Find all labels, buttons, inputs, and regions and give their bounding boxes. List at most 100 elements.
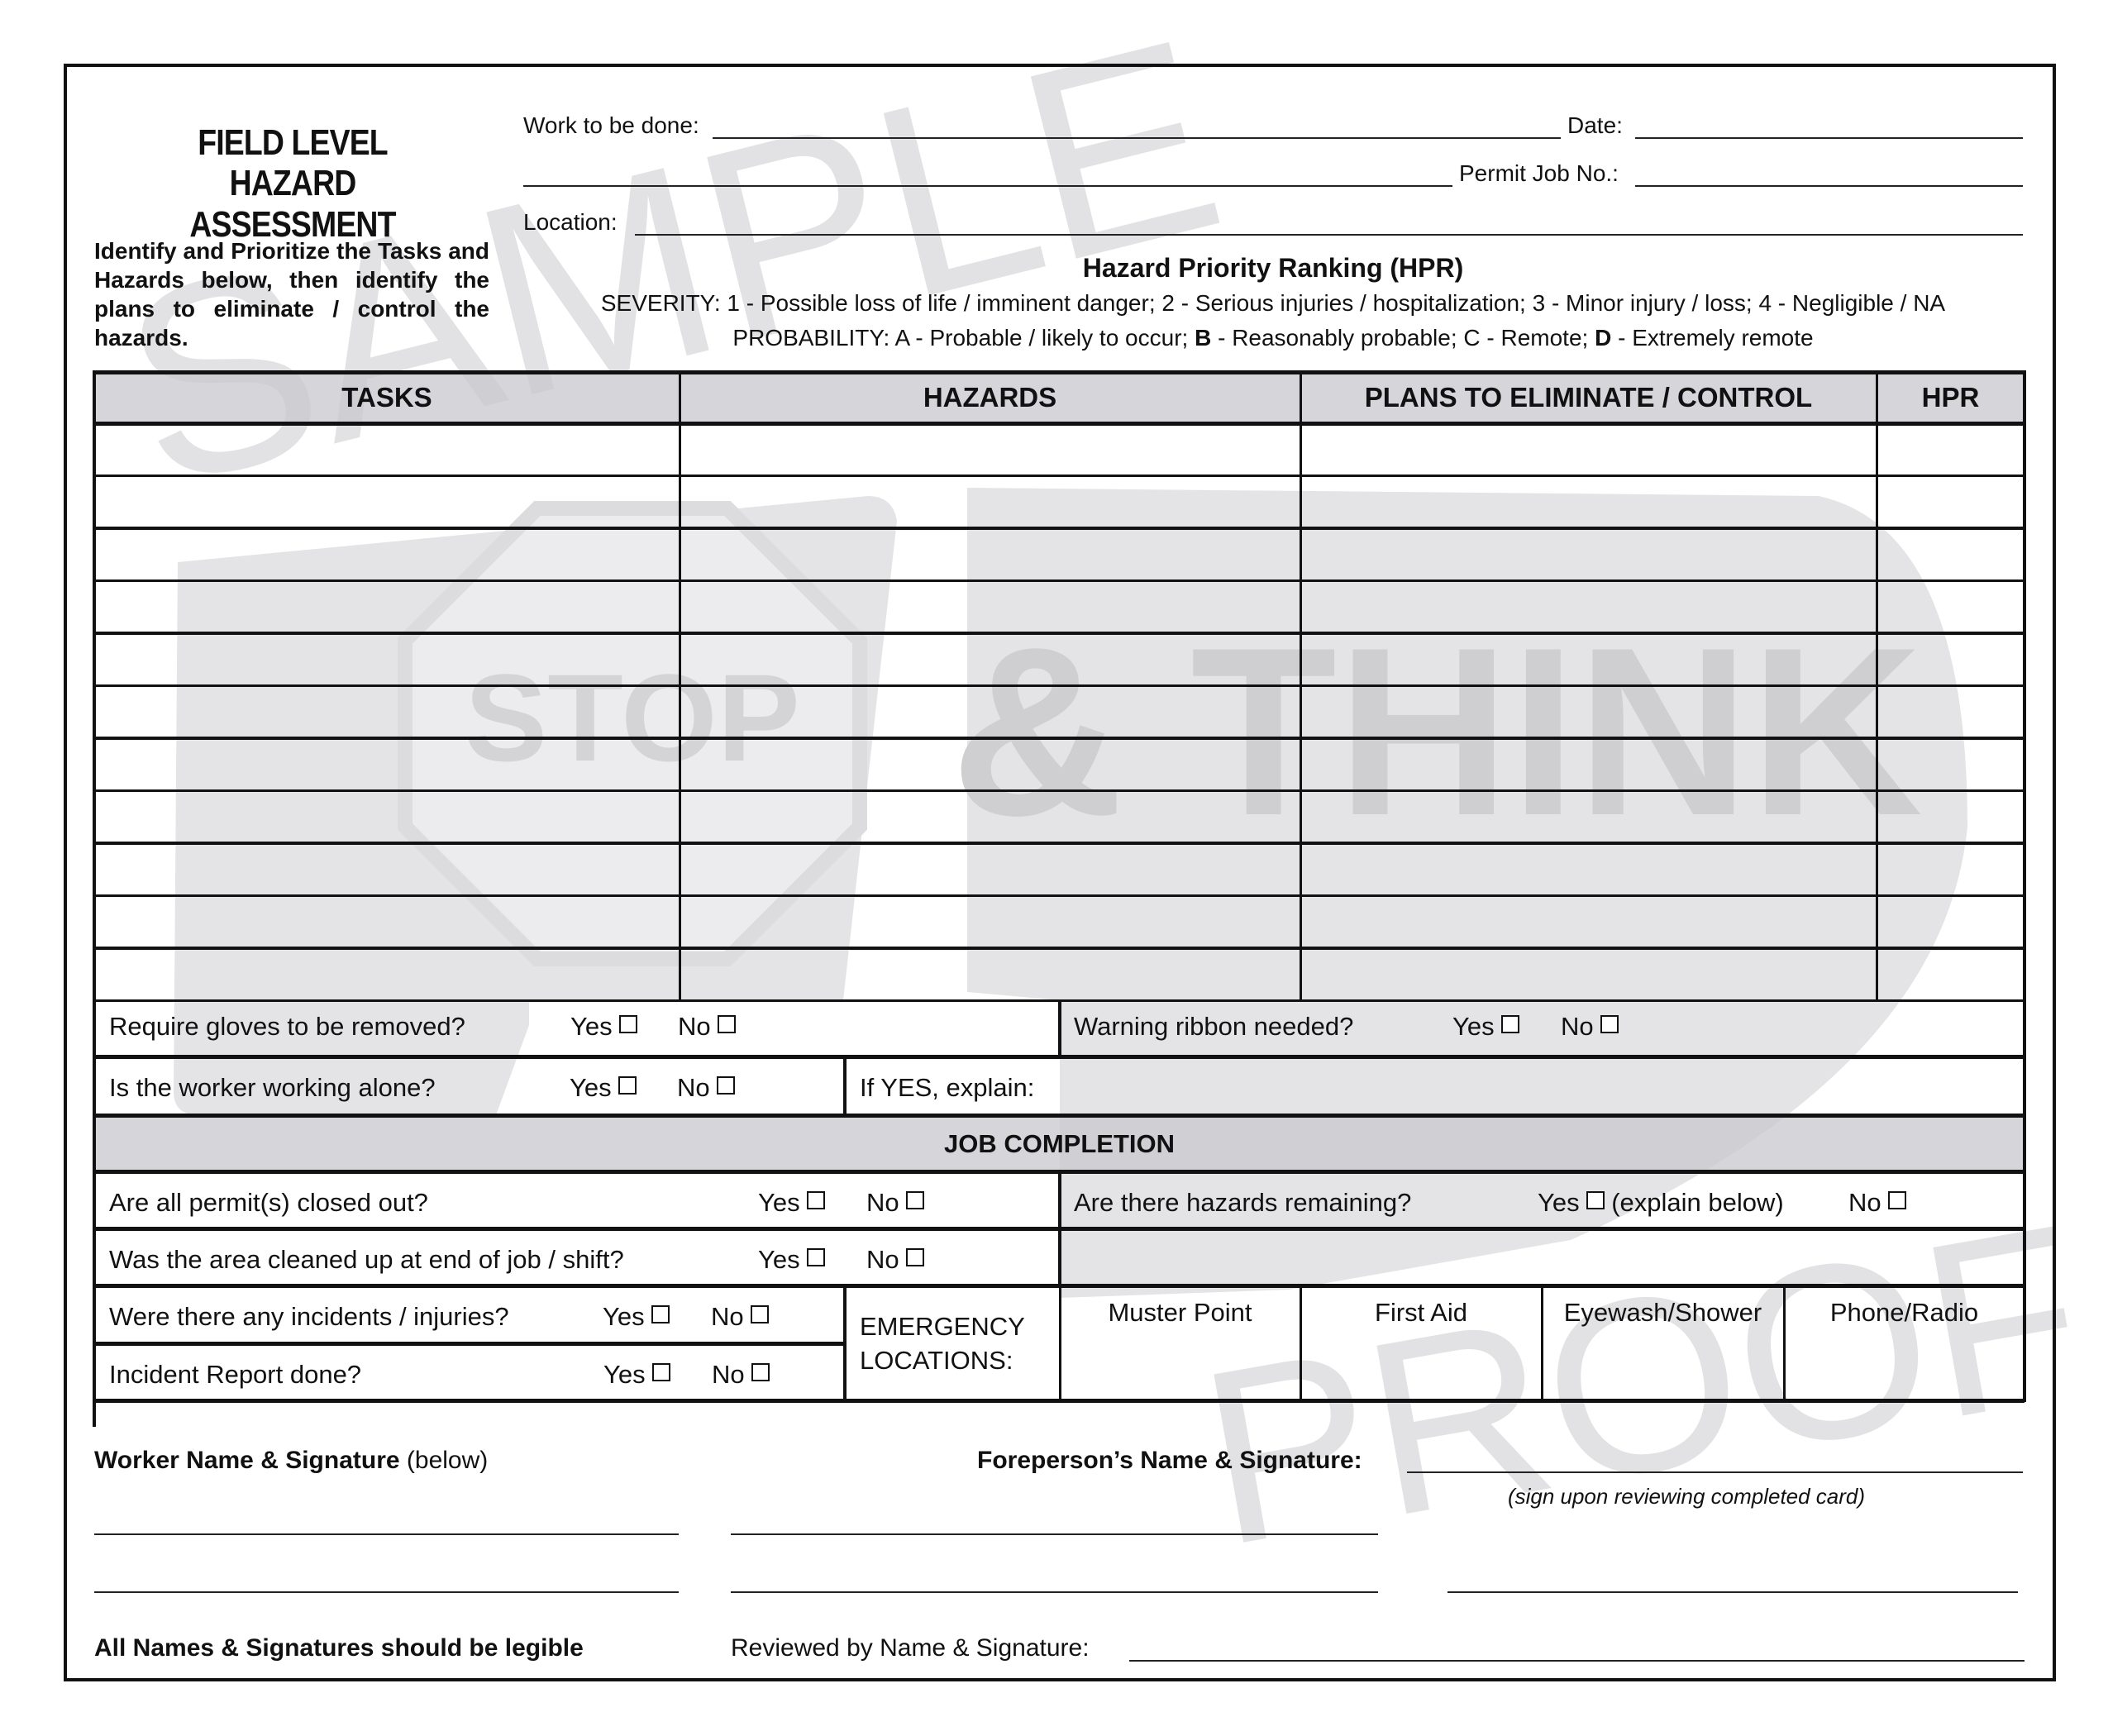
table-cell[interactable]: [680, 948, 1300, 1000]
alone-yes[interactable]: Yes: [570, 1073, 637, 1103]
emergency-label-line1: EMERGENCY: [860, 1312, 1025, 1341]
table-cell[interactable]: [1877, 843, 2025, 895]
table-cell[interactable]: [1877, 475, 2025, 527]
checkbox[interactable]: [1887, 1191, 1906, 1209]
table-cell[interactable]: [94, 580, 680, 632]
table-cell[interactable]: [1300, 948, 1877, 1000]
table-cell[interactable]: [1300, 475, 1877, 527]
table-cell[interactable]: [94, 685, 680, 737]
emergency-column-line: [1058, 1285, 1061, 1400]
table-cell[interactable]: [680, 790, 1300, 842]
hazards-remaining-yes[interactable]: Yes (explain below): [1538, 1188, 1784, 1217]
table-cell[interactable]: [94, 738, 680, 790]
alone-no[interactable]: No: [677, 1073, 735, 1103]
table-cell[interactable]: [680, 580, 1300, 632]
table-cell[interactable]: [94, 843, 680, 895]
table-cell[interactable]: [680, 528, 1300, 580]
table-cell[interactable]: [94, 475, 680, 527]
checkbox[interactable]: [651, 1305, 670, 1323]
work-input-line2[interactable]: [523, 185, 1452, 187]
worker-signature-line-2[interactable]: [731, 1533, 1378, 1535]
checkbox[interactable]: [717, 1015, 736, 1033]
permits-yes[interactable]: Yes: [758, 1188, 825, 1218]
table-cell[interactable]: [94, 790, 680, 842]
checkbox[interactable]: [651, 1363, 670, 1381]
worker-signature-line-4[interactable]: [731, 1591, 1378, 1593]
location-first-aid[interactable]: First Aid: [1375, 1298, 1467, 1327]
checkbox[interactable]: [751, 1363, 770, 1381]
location-input[interactable]: [635, 234, 2023, 236]
ribbon-yes[interactable]: Yes: [1452, 1012, 1519, 1042]
date-input[interactable]: [1635, 137, 2023, 139]
report-no[interactable]: No: [712, 1360, 770, 1390]
table-cell[interactable]: [94, 895, 680, 947]
table-cell[interactable]: [94, 948, 680, 1000]
emergency-column-line: [1540, 1285, 1543, 1400]
table-cell[interactable]: [1300, 843, 1877, 895]
foreperson-signature-input[interactable]: [1407, 1471, 2023, 1473]
table-cell[interactable]: [1877, 790, 2025, 842]
gloves-no[interactable]: No: [678, 1012, 736, 1042]
gloves-yes[interactable]: Yes: [570, 1012, 637, 1042]
work-input[interactable]: [713, 137, 1561, 139]
table-cell[interactable]: [680, 685, 1300, 737]
checkbox[interactable]: [806, 1191, 825, 1209]
table-cell[interactable]: [1877, 738, 2025, 790]
table-cell[interactable]: [680, 738, 1300, 790]
table-cell[interactable]: [1300, 685, 1877, 737]
table-cell[interactable]: [1300, 423, 1877, 475]
table-cell[interactable]: [1300, 790, 1877, 842]
worker-signature-line-5[interactable]: [1447, 1591, 2018, 1593]
table-cell[interactable]: [680, 475, 1300, 527]
worker-signature-line-3[interactable]: [94, 1591, 679, 1593]
checkbox[interactable]: [905, 1248, 924, 1266]
table-cell[interactable]: [1300, 580, 1877, 632]
checkbox[interactable]: [1600, 1015, 1619, 1033]
checkbox[interactable]: [806, 1248, 825, 1266]
checkbox[interactable]: [905, 1191, 924, 1209]
table-cell[interactable]: [1877, 948, 2025, 1000]
table-cell[interactable]: [1877, 633, 2025, 685]
cleaned-no[interactable]: No: [866, 1245, 924, 1275]
table-cell[interactable]: [94, 423, 680, 475]
table-cell[interactable]: [1877, 685, 2025, 737]
permits-no[interactable]: No: [866, 1188, 924, 1218]
location-muster-point[interactable]: Muster Point: [1108, 1298, 1252, 1327]
worker-signature-line-1[interactable]: [94, 1533, 679, 1535]
permit-input[interactable]: [1635, 185, 2023, 187]
checkbox[interactable]: [750, 1305, 769, 1323]
hazards-remaining-no[interactable]: No: [1848, 1188, 1906, 1218]
ribbon-no[interactable]: No: [1561, 1012, 1619, 1042]
table-cell[interactable]: [680, 633, 1300, 685]
checkbox[interactable]: [618, 1076, 637, 1095]
checkbox[interactable]: [716, 1076, 735, 1095]
checkbox[interactable]: [618, 1015, 637, 1033]
table-cell[interactable]: [1877, 423, 2025, 475]
location-phone-radio[interactable]: Phone/Radio: [1829, 1298, 1979, 1327]
cleaned-yes[interactable]: Yes: [758, 1245, 825, 1275]
table-cell[interactable]: [94, 528, 680, 580]
report-yes[interactable]: Yes: [603, 1360, 670, 1390]
table-cell[interactable]: [680, 423, 1300, 475]
work-label: Work to be done:: [523, 112, 699, 138]
incidents-no[interactable]: No: [711, 1302, 769, 1332]
table-cell[interactable]: [680, 843, 1300, 895]
checkbox[interactable]: [1500, 1015, 1519, 1033]
if-yes-explain[interactable]: If YES, explain:: [860, 1073, 1035, 1102]
table-cell[interactable]: [1300, 738, 1877, 790]
location-eyewash-shower[interactable]: Eyewash/Shower: [1563, 1298, 1762, 1327]
foreperson-label: Foreperson’s Name & Signature:: [977, 1447, 1362, 1474]
reviewed-signature-input[interactable]: [1129, 1660, 2025, 1662]
table-cell[interactable]: [680, 895, 1300, 947]
checkbox[interactable]: [1586, 1191, 1605, 1209]
table-cell[interactable]: [1300, 895, 1877, 947]
table-cell[interactable]: [94, 633, 680, 685]
explain-below: (explain below): [1611, 1188, 1784, 1217]
table-cell[interactable]: [1877, 895, 2025, 947]
table-cell[interactable]: [1877, 580, 2025, 632]
table-cell[interactable]: [1300, 528, 1877, 580]
incidents-yes[interactable]: Yes: [603, 1302, 670, 1332]
table-cell[interactable]: [1877, 528, 2025, 580]
table-cell[interactable]: [1300, 633, 1877, 685]
